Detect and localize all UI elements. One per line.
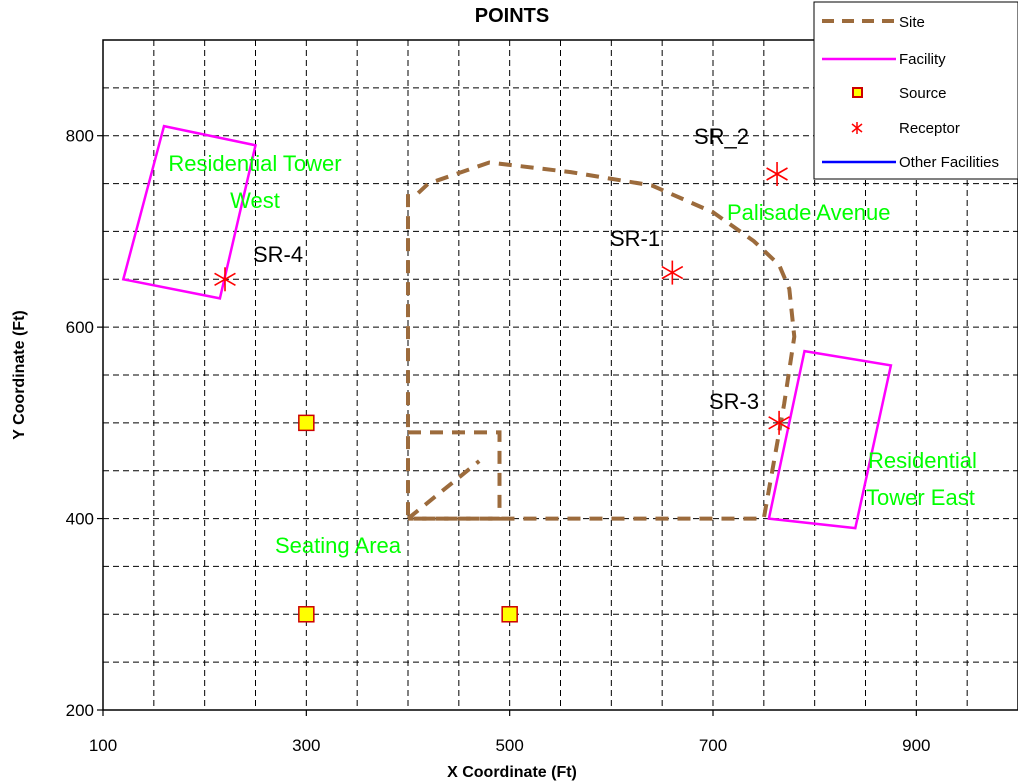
axis-ticks: 100 300 500 700 900 200 400 600 800 xyxy=(66,127,931,755)
legend-source-label: Source xyxy=(899,85,947,102)
label-residential-tower-east: Residential xyxy=(868,448,977,473)
legend-other-facilities-label: Other Facilities xyxy=(899,154,999,171)
legend-facility-label: Facility xyxy=(899,51,946,68)
receptor-marker xyxy=(766,162,788,186)
y-tick-label: 400 xyxy=(66,510,94,529)
receptor-marker xyxy=(214,267,236,292)
legend-receptor-label: Receptor xyxy=(899,120,960,137)
label-palisade-avenue: Palisade Avenue xyxy=(727,200,891,225)
label-seating-area: Seating Area xyxy=(275,533,402,558)
legend-box xyxy=(813,1,1018,180)
source-marker xyxy=(298,414,315,432)
legend: Site Facility Source Receptor Other Faci… xyxy=(813,1,1018,180)
facility-residential-tower-east xyxy=(767,349,893,530)
site-outline xyxy=(406,160,797,521)
source-marker xyxy=(298,606,315,623)
x-tick-label: 300 xyxy=(292,736,320,755)
source-markers xyxy=(298,414,518,623)
site-inner-outline xyxy=(408,430,502,521)
label-residential-tower-east-line2: Tower East xyxy=(866,485,975,510)
receptor-label-sr4: SR-4 xyxy=(253,242,303,267)
facility-residential-tower-west xyxy=(121,124,258,300)
label-residential-tower-west-line2: West xyxy=(230,188,280,213)
receptor-label-sr2: SR_2 xyxy=(694,124,749,149)
x-tick-label: 500 xyxy=(495,736,523,755)
receptor-label-sr3: SR-3 xyxy=(709,389,759,414)
y-tick-label: 600 xyxy=(66,318,94,337)
receptor-markers xyxy=(214,162,790,435)
label-residential-tower-west: Residential Tower xyxy=(168,151,341,176)
x-tick-label: 100 xyxy=(89,736,117,755)
y-tick-label: 800 xyxy=(66,127,94,146)
legend-receptor-swatch xyxy=(851,122,863,134)
legend-site-label: Site xyxy=(899,14,925,31)
site-inner-diagonal xyxy=(406,459,481,521)
chart-title: POINTS xyxy=(475,5,549,27)
x-axis-title: X Coordinate (Ft) xyxy=(447,764,577,781)
x-tick-label: 700 xyxy=(699,736,727,755)
receptor-label-sr1: SR-1 xyxy=(610,226,660,251)
legend-source-swatch xyxy=(852,87,863,98)
x-tick-label: 900 xyxy=(902,736,930,755)
receptor-marker xyxy=(661,260,684,285)
source-marker xyxy=(501,606,518,623)
receptor-marker xyxy=(768,410,790,435)
y-tick-label: 200 xyxy=(66,701,94,720)
y-axis-title: Y Coordinate (Ft) xyxy=(11,310,28,439)
